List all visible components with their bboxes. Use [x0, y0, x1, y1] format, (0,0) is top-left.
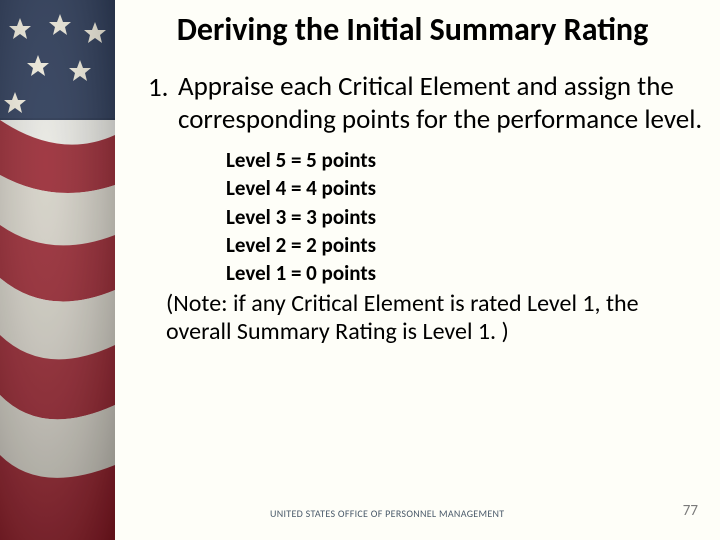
list-item-1: 1. Appraise each Critical Element and as…: [148, 71, 705, 136]
footer-brand-text: UNITED STATES OFFICE OF PERSONNEL MANAGE…: [270, 507, 504, 520]
slide-content: Deriving the Initial Summary Rating 1. A…: [120, 12, 705, 522]
level-2: Level 2 = 2 points: [226, 231, 705, 259]
note-text: (Note: if any Critical Element is rated …: [148, 290, 705, 348]
level-1: Level 1 = 0 points: [226, 259, 705, 287]
list-number: 1.: [148, 71, 178, 104]
footer-brand: UNITED STATES OFFICE OF PERSONNEL MANAGE…: [270, 507, 504, 520]
page-number: 77: [683, 502, 698, 520]
level-5: Level 5 = 5 points: [226, 146, 705, 174]
numbered-list: 1. Appraise each Critical Element and as…: [120, 71, 705, 347]
level-4: Level 4 = 4 points: [226, 174, 705, 202]
level-points-block: Level 5 = 5 points Level 4 = 4 points Le…: [148, 146, 705, 288]
level-3: Level 3 = 3 points: [226, 203, 705, 231]
slide-title: Deriving the Initial Summary Rating: [120, 12, 705, 47]
list-text: Appraise each Critical Element and assig…: [178, 71, 705, 136]
flag-decorative-strip: [0, 0, 115, 540]
